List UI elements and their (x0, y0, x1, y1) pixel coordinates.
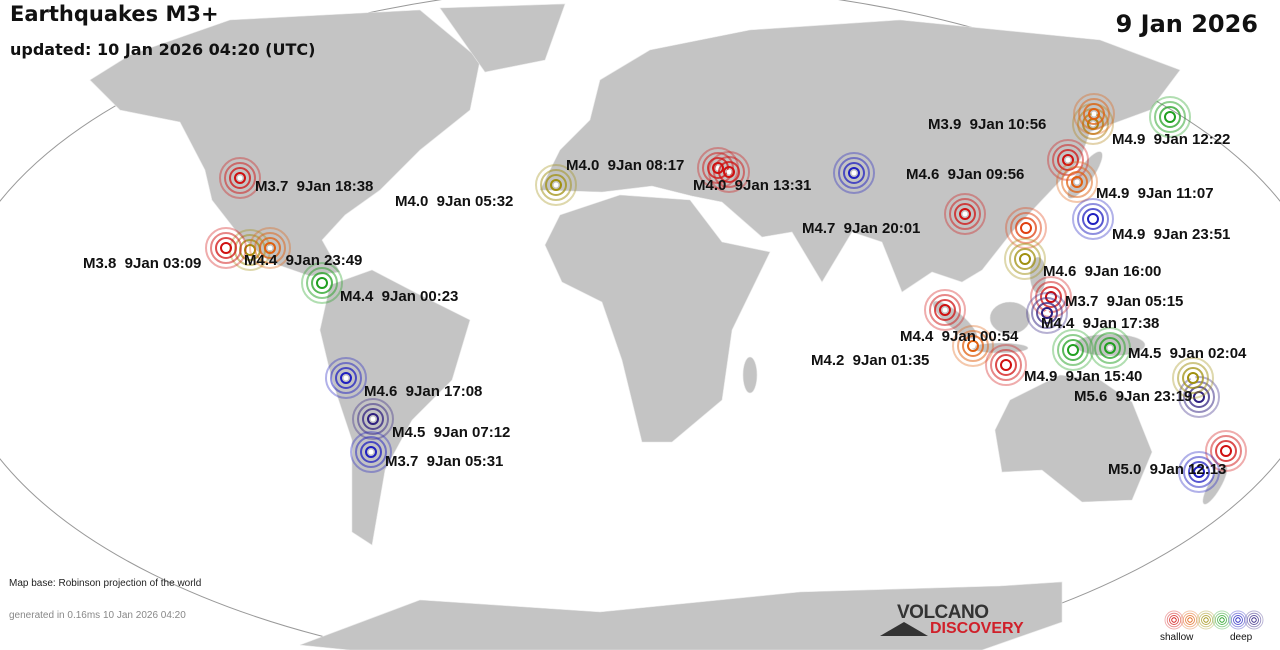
earthquake-marker[interactable] (535, 164, 577, 206)
legend-depth-ring[interactable] (1228, 610, 1248, 630)
earthquake-label[interactable]: M4.4 9Jan 17:38 (1041, 315, 1160, 332)
earthquake-label[interactable]: M4.0 9Jan 13:31 (693, 177, 812, 194)
earthquake-marker[interactable] (352, 398, 394, 440)
earthquake-label[interactable]: M4.9 9Jan 12:22 (1112, 131, 1231, 148)
earthquake-label[interactable]: M4.0 9Jan 08:17 (566, 157, 685, 174)
earthquake-label[interactable]: M4.0 9Jan 05:32 (395, 193, 514, 210)
landmasses (89, 3, 1228, 650)
earthquake-marker[interactable] (1205, 430, 1247, 472)
earthquake-marker[interactable] (1056, 161, 1098, 203)
antarctica (299, 581, 1063, 650)
south-america (319, 269, 471, 546)
page-title: Earthquakes M3+ (10, 2, 219, 26)
earthquake-marker[interactable] (1072, 198, 1114, 240)
earthquake-marker[interactable] (1149, 96, 1191, 138)
volcano-icon (880, 622, 928, 636)
eurasia (539, 19, 1181, 293)
earthquake-marker[interactable] (350, 431, 392, 473)
earthquake-label[interactable]: M3.8 9Jan 03:09 (83, 255, 202, 272)
map-base-note: Map base: Robinson projection of the wor… (9, 578, 202, 589)
earthquake-marker[interactable] (1030, 276, 1072, 318)
earthquake-markers (205, 93, 1247, 493)
borneo (989, 301, 1031, 335)
logo-line2: DISCOVERY (930, 620, 1024, 637)
legend-depth-ring[interactable] (1180, 610, 1200, 630)
earthquake-marker[interactable] (708, 151, 750, 193)
earthquake-marker[interactable] (301, 262, 343, 304)
earthquake-marker[interactable] (219, 157, 261, 199)
updated-timestamp: updated: 10 Jan 2026 04:20 (UTC) (10, 40, 316, 59)
africa (544, 194, 771, 443)
logo-line1: VOLCANO (897, 602, 989, 623)
earthquake-marker[interactable] (249, 227, 291, 269)
legend-depth-ring[interactable] (1244, 610, 1264, 630)
madagascar (742, 356, 758, 394)
map-date: 9 Jan 2026 (1115, 10, 1258, 38)
earthquake-label[interactable]: M3.7 9Jan 05:15 (1065, 293, 1184, 310)
legend-deep-label: deep (1230, 632, 1253, 643)
earthquake-marker[interactable] (1073, 93, 1115, 135)
greenland (439, 3, 566, 73)
volcano-discovery-logo[interactable]: VOLCANO DISCOVERY (880, 602, 1040, 644)
earthquake-marker[interactable] (924, 289, 966, 331)
earthquake-label[interactable]: M4.6 9Jan 16:00 (1043, 263, 1162, 280)
earthquake-label[interactable]: M4.4 9Jan 00:54 (900, 328, 1019, 345)
legend-depth-ring[interactable] (1212, 610, 1232, 630)
earthquake-marker[interactable] (952, 325, 994, 367)
earthquake-label[interactable]: M5.0 9Jan 12:13 (1108, 461, 1227, 478)
earthquake-label[interactable]: M4.4 9Jan 23:49 (244, 252, 363, 269)
earthquake-marker[interactable] (1178, 451, 1220, 493)
earthquake-label[interactable]: M4.5 9Jan 07:12 (392, 424, 511, 441)
legend-shallow-label: shallow (1160, 632, 1194, 643)
earthquake-label[interactable]: M3.9 9Jan 10:56 (928, 116, 1047, 133)
earthquake-marker[interactable] (1005, 207, 1047, 249)
earthquake-label[interactable]: M4.2 9Jan 01:35 (811, 352, 930, 369)
earthquake-marker[interactable] (1052, 329, 1094, 371)
earthquake-label[interactable]: M4.6 9Jan 17:08 (364, 383, 483, 400)
legend-depth-ring[interactable] (1164, 610, 1184, 630)
earthquake-marker[interactable] (944, 193, 986, 235)
earthquake-label[interactable]: M4.7 9Jan 20:01 (802, 220, 921, 237)
depth-legend: shallow deep (1160, 608, 1270, 648)
earthquake-label[interactable]: M4.6 9Jan 09:56 (906, 166, 1025, 183)
earthquake-marker[interactable] (1026, 292, 1068, 334)
earthquake-label[interactable]: M4.9 9Jan 23:51 (1112, 226, 1231, 243)
earthquake-marker[interactable] (985, 344, 1027, 386)
depth-legend-rings (1164, 610, 1264, 630)
earthquake-label[interactable]: M4.9 9Jan 15:40 (1024, 368, 1143, 385)
earthquake-marker[interactable] (325, 357, 367, 399)
earthquake-label[interactable]: M5.6 9Jan 23:19 (1074, 388, 1193, 405)
australia (994, 374, 1153, 503)
north-america (89, 9, 481, 277)
generated-note: generated in 0.16ms 10 Jan 2026 04:20 (9, 610, 186, 621)
earthquake-label[interactable]: M4.5 9Jan 02:04 (1128, 345, 1247, 362)
earthquake-marker[interactable] (1172, 357, 1214, 399)
earthquake-marker[interactable] (1089, 327, 1131, 369)
legend-depth-ring[interactable] (1196, 610, 1216, 630)
earthquake-label[interactable]: M4.4 9Jan 00:23 (340, 288, 459, 305)
earthquake-label[interactable]: M3.7 9Jan 05:31 (385, 453, 504, 470)
earthquake-marker[interactable] (1004, 238, 1046, 280)
earthquake-marker[interactable] (833, 152, 875, 194)
earthquake-label[interactable]: M3.7 9Jan 18:38 (255, 178, 374, 195)
earthquake-marker[interactable] (205, 227, 247, 269)
earthquake-label[interactable]: M4.9 9Jan 11:07 (1096, 185, 1214, 202)
